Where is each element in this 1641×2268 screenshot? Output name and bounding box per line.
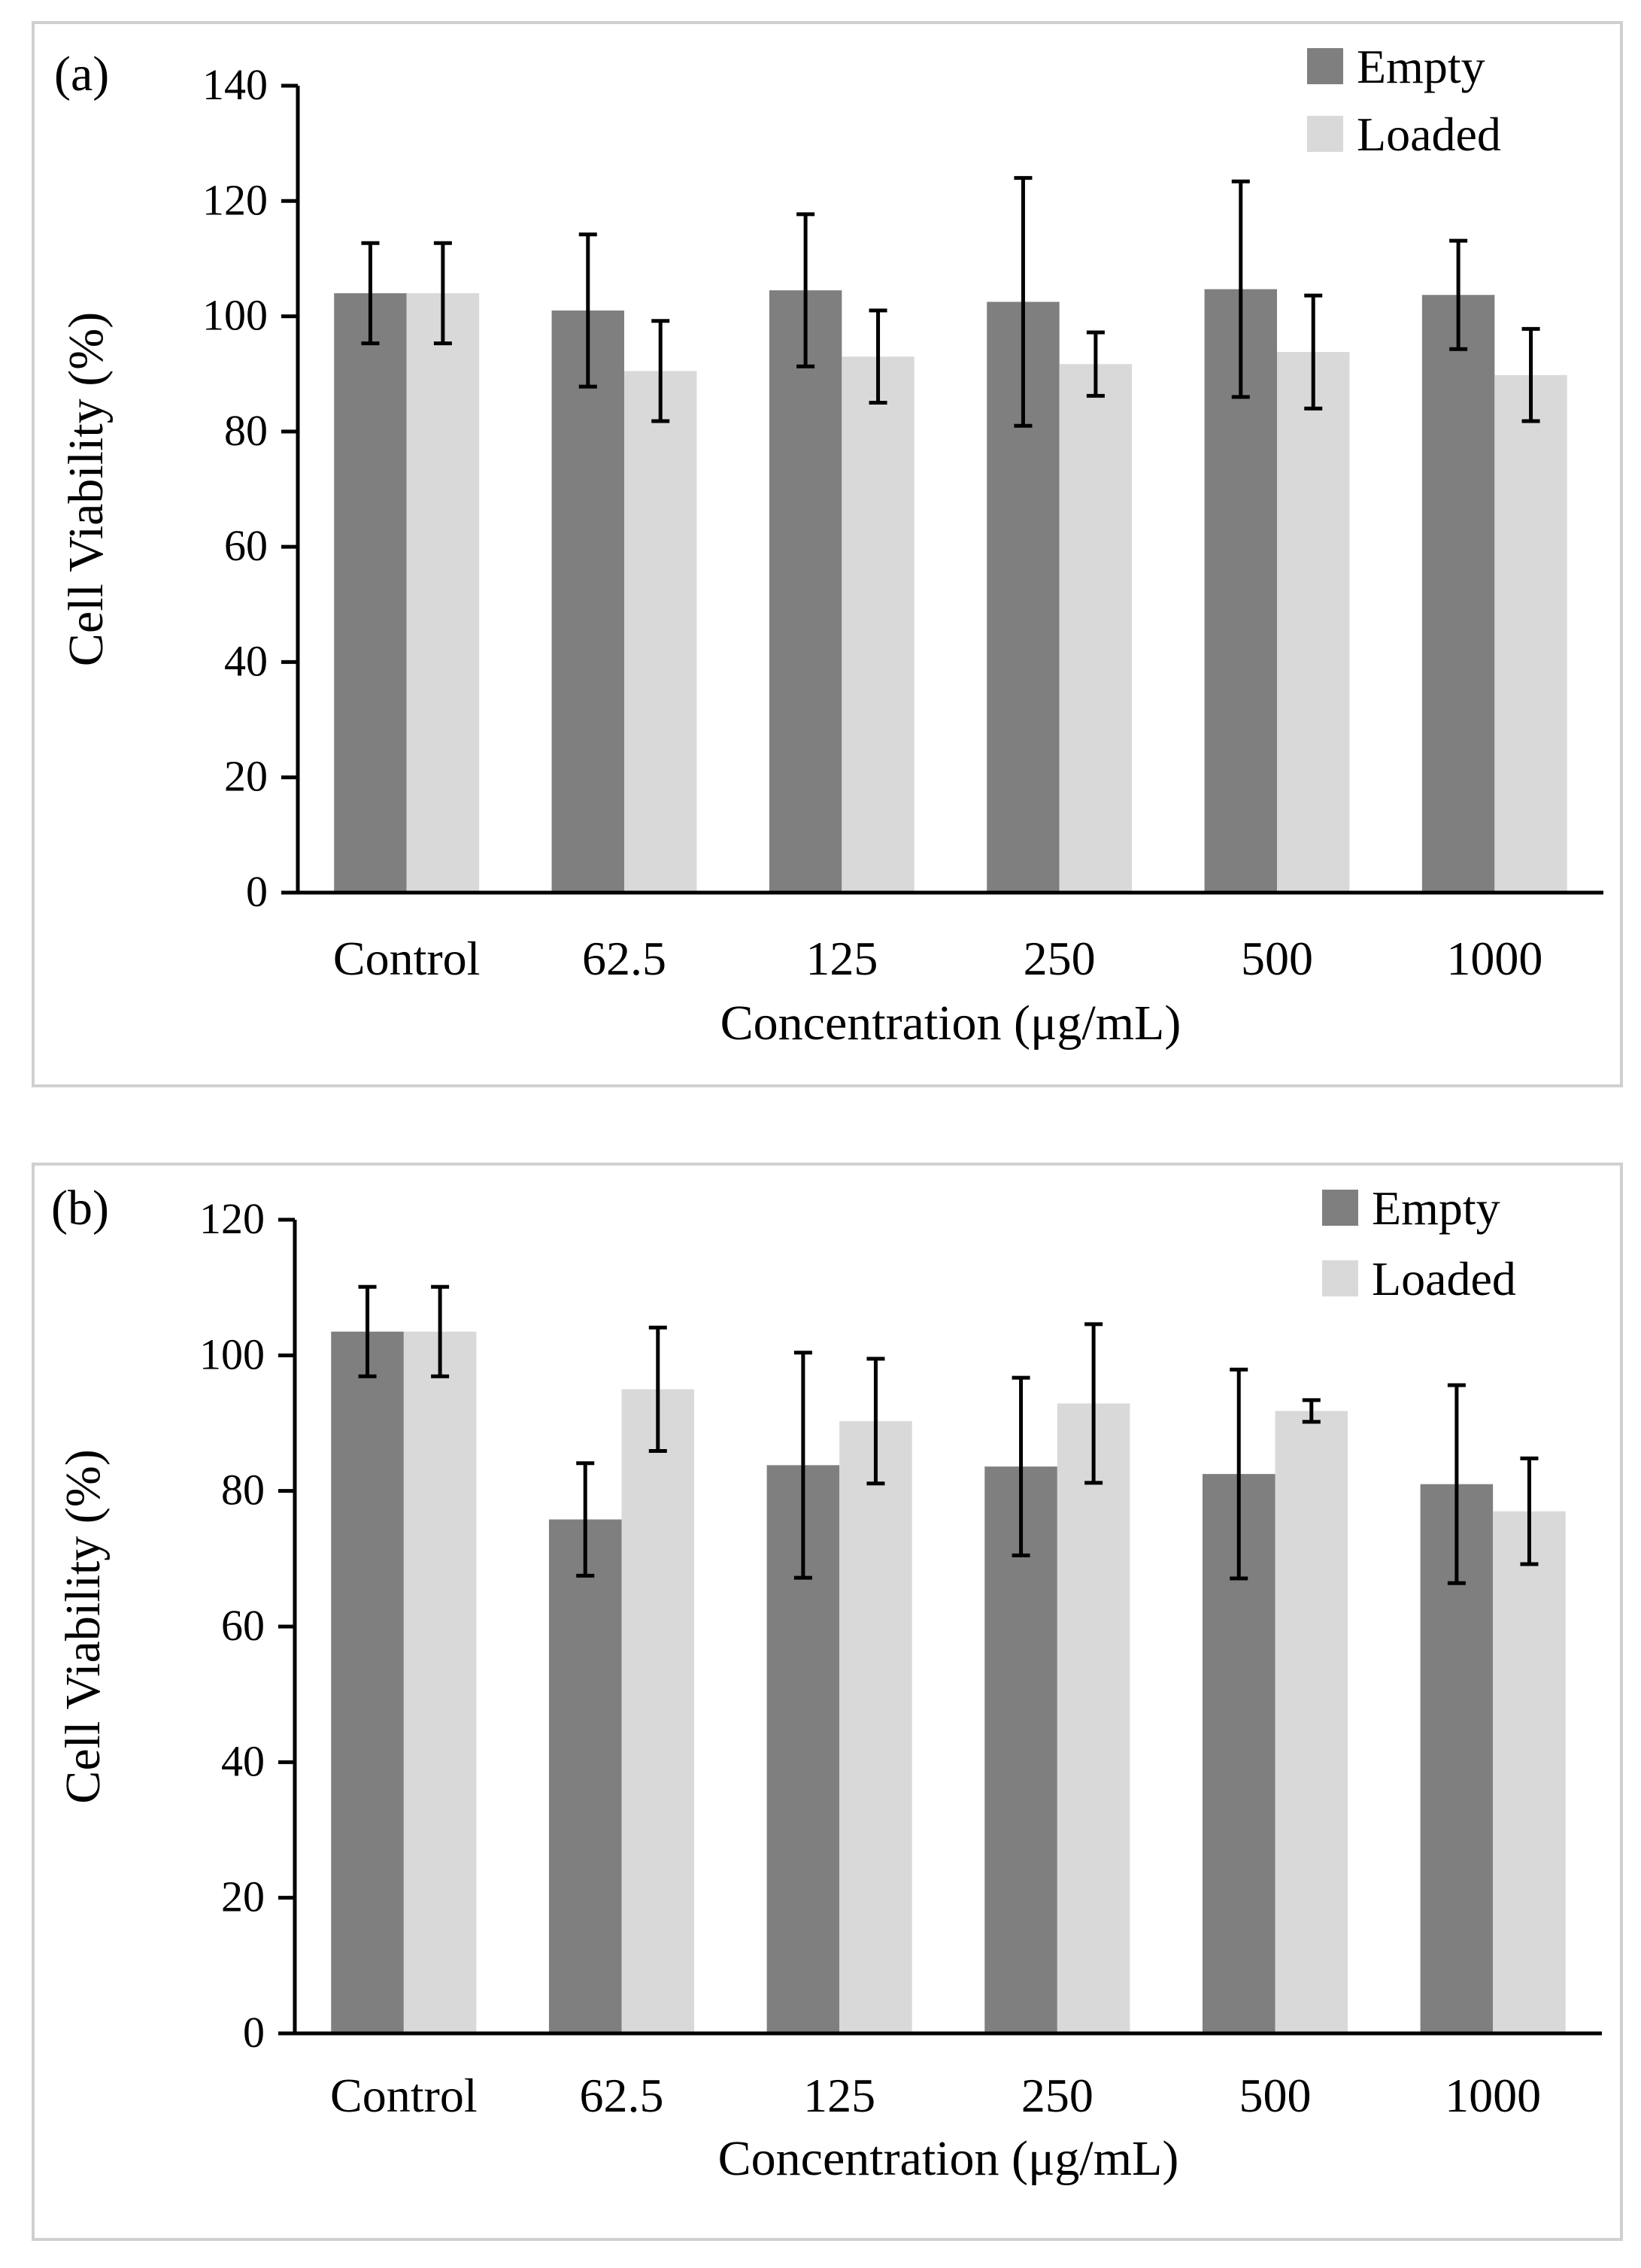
chart-a-y-tick-label: 0: [246, 867, 268, 916]
chart-b-bar-empty-250: [984, 1466, 1057, 2033]
chart-b-bar-loaded-Control: [403, 1331, 477, 2033]
chart-b-y-tick-label: 100: [199, 1330, 265, 1378]
chart-b-bar-loaded-500: [1275, 1411, 1348, 2033]
chart-a-bar-empty-62_5: [551, 310, 624, 893]
chart-a-x-tick-label: 1000: [1446, 932, 1542, 985]
chart-a-error-bar-empty-62_5: [578, 232, 597, 389]
chart-a-y-tick-label: 20: [224, 752, 268, 801]
chart-a-error-bar-loaded-1000: [1521, 326, 1540, 423]
chart-b-legend-swatch-empty: [1322, 1190, 1358, 1226]
chart-b-bar-empty-62_5: [548, 1519, 622, 2033]
chart-b-bar-loaded-62_5: [621, 1389, 695, 2033]
chart-a-bar-loaded-125: [842, 356, 915, 893]
chart-a-error-bar-loaded-125: [869, 308, 887, 405]
chart-b-error-bar-empty-250: [1012, 1375, 1030, 1557]
chart-b-error-bar-loaded-Control: [431, 1284, 450, 1378]
chart-a-x-axis-title: Concentration (μg/mL): [720, 996, 1181, 1051]
chart-a-legend-label-empty: Empty: [1357, 40, 1485, 93]
chart-b-y-tick-label: 80: [221, 1466, 265, 1515]
chart-a-bar-loaded-1000: [1494, 374, 1567, 893]
chart-a-y-tick-label: 120: [202, 175, 268, 224]
chart-b-legend-label-loaded: Loaded: [1372, 1252, 1516, 1305]
chart-a-bar-loaded-250: [1059, 364, 1133, 893]
chart-b-x-tick-label: 500: [1239, 2069, 1312, 2122]
chart-b-legend-swatch-loaded: [1322, 1260, 1358, 1296]
chart-b-error-bar-empty-500: [1230, 1367, 1248, 1581]
chart-a-error-bar-empty-250: [1014, 176, 1033, 428]
chart-b-bar-loaded-1000: [1493, 1511, 1566, 2033]
chart-a-error-bar-empty-1000: [1449, 238, 1468, 351]
chart-a-error-bar-loaded-62_5: [651, 319, 670, 423]
chart-a-y-tick-label: 140: [202, 60, 268, 109]
chart-b-y-tick-label: 0: [243, 2008, 265, 2057]
chart-a-y-tick-label: 80: [224, 406, 268, 455]
chart-a-error-bar-loaded-Control: [433, 241, 452, 346]
chart-a-y-tick-label: 40: [224, 636, 268, 685]
chart-a-error-bar-empty-125: [796, 212, 815, 368]
chart-b-x-tick-label: 62.5: [580, 2069, 664, 2122]
chart-a-bar-loaded-62_5: [624, 371, 697, 893]
chart-panel-a: 0 20 40 60 80 100 120 140 Control 62.5 125 250 500 10…: [32, 21, 1623, 1087]
chart-b-error-bar-loaded-125: [866, 1357, 885, 1486]
chart-a-bar-loaded-Control: [406, 293, 480, 893]
chart-b-error-bar-loaded-250: [1084, 1322, 1103, 1485]
chart-a-legend-label-loaded: Loaded: [1357, 108, 1501, 161]
chart-a-y-tick-label: 60: [224, 521, 268, 570]
chart-b-x-tick-label: 125: [803, 2069, 875, 2122]
chart-b-y-axis-title: Cell Viability (%): [56, 1449, 111, 1803]
chart-a-y-axis-title: Cell Viability (%): [59, 312, 114, 666]
chart-a-panel-label: (a): [54, 47, 109, 102]
chart-b-y-tick-label: 20: [221, 1872, 265, 1921]
chart-b-legend-label-empty: Empty: [1372, 1181, 1500, 1235]
chart-a-x-tick-label: 62.5: [582, 932, 666, 985]
chart-a-y-tick-label: 100: [202, 291, 268, 340]
chart-b-error-bar-empty-1000: [1447, 1383, 1466, 1585]
chart-a-error-bar-loaded-500: [1304, 293, 1323, 411]
chart-a-bar-loaded-500: [1277, 352, 1350, 893]
bar-chart-b: 0 20 40 60 80 100 120 Control 62.5 125 250 500 1000 C…: [51, 1181, 1602, 2186]
chart-b-y-tick-label: 120: [199, 1194, 265, 1243]
chart-b-error-bar-empty-62_5: [576, 1461, 595, 1578]
chart-b-bar-loaded-250: [1057, 1403, 1130, 2033]
chart-b-bar-loaded-125: [839, 1421, 912, 2033]
chart-a-x-tick-label: 250: [1024, 932, 1096, 985]
chart-a-legend-swatch-empty: [1307, 48, 1343, 84]
chart-a-x-tick-label: 500: [1241, 932, 1313, 985]
chart-b-y-tick-label: 40: [221, 1736, 265, 1785]
chart-b-error-bar-empty-125: [793, 1351, 812, 1580]
chart-b-x-tick-label: 250: [1021, 2069, 1093, 2122]
chart-b-panel-label: (b): [51, 1181, 109, 1236]
chart-b-x-tick-label: Control: [330, 2069, 478, 2122]
chart-b-error-bar-loaded-1000: [1520, 1456, 1539, 1566]
chart-a-bar-empty-125: [769, 290, 842, 893]
bar-chart-a: 0 20 40 60 80 100 120 140 Control 62.5 125 250 500 10…: [54, 40, 1603, 1051]
chart-a-error-bar-loaded-250: [1086, 330, 1105, 398]
chart-b-x-axis-title: Concentration (μg/mL): [718, 2131, 1179, 2186]
chart-a-bar-empty-1000: [1421, 295, 1495, 893]
chart-a-x-tick-label: 125: [805, 932, 878, 985]
chart-b-error-bar-empty-Control: [358, 1284, 377, 1378]
chart-a-legend-swatch-loaded: [1307, 116, 1343, 152]
chart-a-error-bar-empty-Control: [361, 241, 380, 346]
chart-a-error-bar-empty-500: [1231, 179, 1250, 399]
chart-a-x-tick-label: Control: [333, 932, 481, 985]
chart-a-bar-empty-Control: [334, 293, 407, 893]
chart-b-x-tick-label: 1000: [1445, 2069, 1541, 2122]
chart-b-error-bar-loaded-500: [1302, 1398, 1321, 1424]
chart-b-error-bar-loaded-62_5: [648, 1325, 667, 1453]
chart-b-bar-empty-Control: [331, 1331, 404, 2033]
chart-panel-b: 0 20 40 60 80 100 120 Control 62.5 125 250 500 1000 C…: [32, 1163, 1623, 2241]
chart-b-y-tick-label: 60: [221, 1601, 265, 1650]
